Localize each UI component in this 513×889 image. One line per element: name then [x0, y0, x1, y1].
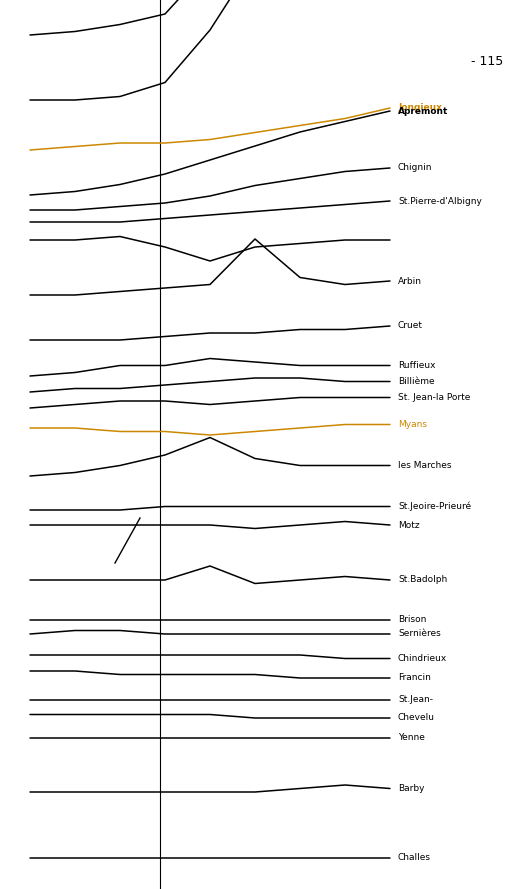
Text: Barby: Barby — [398, 784, 424, 793]
Text: Yenne: Yenne — [398, 733, 425, 742]
Text: les Marches: les Marches — [398, 461, 451, 470]
Text: St.Jean-: St.Jean- — [398, 695, 433, 704]
Text: Challes: Challes — [398, 853, 431, 862]
Text: Jongieux: Jongieux — [398, 103, 442, 113]
Text: Ruffieux: Ruffieux — [398, 361, 436, 370]
Text: St.Pierre-d'Albigny: St.Pierre-d'Albigny — [398, 196, 482, 205]
Text: Chindrieux: Chindrieux — [398, 654, 447, 663]
Text: - 115: - 115 — [471, 55, 503, 68]
Text: Billième: Billième — [398, 377, 435, 386]
Text: St. Jean-la Porte: St. Jean-la Porte — [398, 393, 470, 402]
Text: Cruet: Cruet — [398, 322, 423, 331]
Text: Chignin: Chignin — [398, 164, 432, 172]
Text: Brison: Brison — [398, 615, 426, 624]
Text: Chevelu: Chevelu — [398, 714, 435, 723]
Text: Myans: Myans — [398, 420, 427, 429]
Text: St.Badolph: St.Badolph — [398, 575, 447, 584]
Text: Sernières: Sernières — [398, 629, 441, 638]
Text: Apremont: Apremont — [398, 107, 448, 116]
Text: Francin: Francin — [398, 674, 431, 683]
Text: Arbin: Arbin — [398, 276, 422, 285]
Text: St.Jeoire-Prieuré: St.Jeoire-Prieuré — [398, 501, 471, 511]
Text: Motz: Motz — [398, 520, 420, 530]
